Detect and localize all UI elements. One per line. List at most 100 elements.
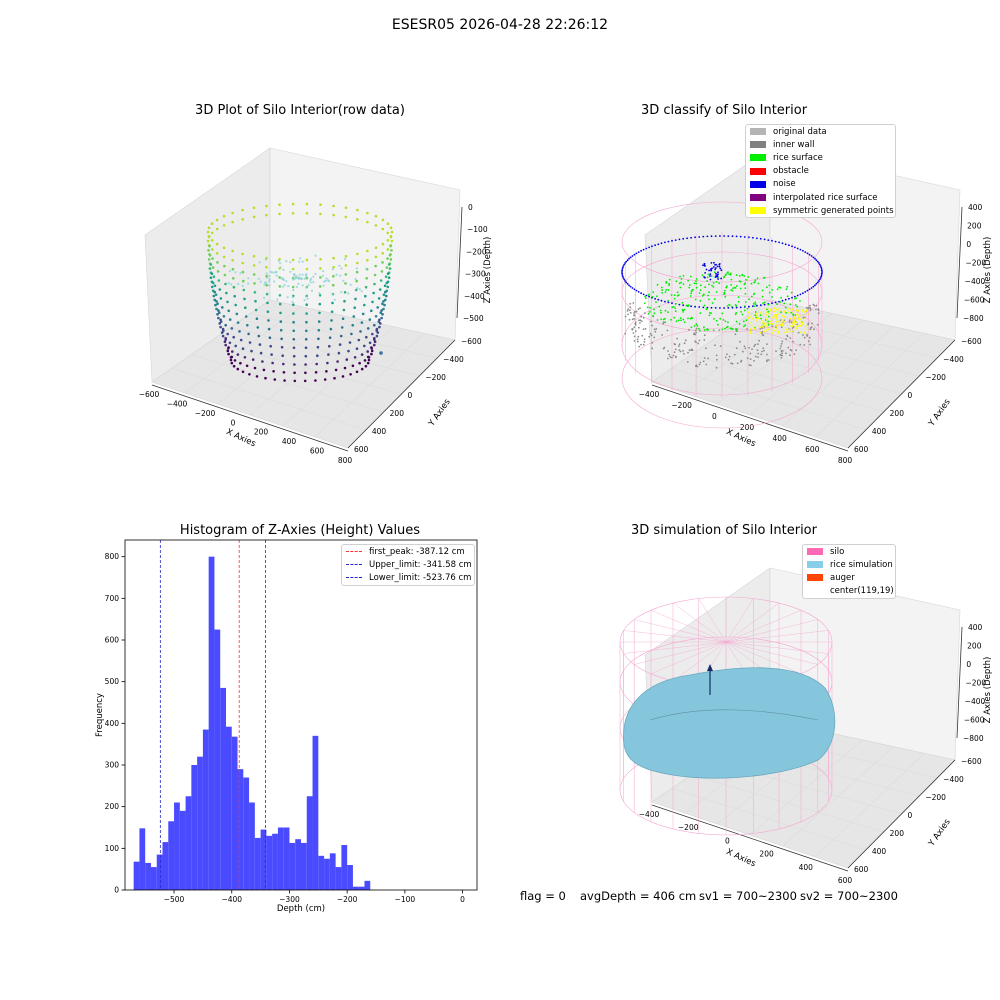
plot2-point bbox=[796, 323, 799, 326]
plot1-point bbox=[241, 218, 244, 221]
plot1-point bbox=[340, 267, 343, 270]
plot1-point bbox=[244, 315, 248, 318]
histogram-y-tick-label: 200 bbox=[105, 802, 120, 811]
plot2-point bbox=[664, 309, 667, 312]
plot2-point bbox=[749, 321, 751, 324]
plot2-point bbox=[694, 333, 697, 336]
plot1-point bbox=[266, 276, 269, 279]
plot1-point bbox=[331, 301, 334, 305]
plot2-point bbox=[627, 313, 629, 316]
plot1-point bbox=[273, 378, 277, 381]
plot1-point bbox=[297, 282, 300, 285]
legend-label: obstacle bbox=[773, 166, 809, 177]
plot1-point bbox=[259, 351, 263, 355]
plot1-point bbox=[365, 267, 368, 270]
plot1-point bbox=[319, 258, 322, 261]
plot1-point bbox=[376, 306, 380, 309]
plot2-point bbox=[674, 307, 677, 310]
plot2-point bbox=[680, 278, 683, 280]
plot1-point bbox=[291, 212, 295, 215]
plot1-point bbox=[370, 352, 373, 356]
plot1-point bbox=[319, 267, 322, 270]
plot1-point bbox=[297, 277, 300, 280]
plot1-point bbox=[227, 282, 230, 285]
plot1-point bbox=[318, 311, 321, 315]
plot2-point bbox=[809, 304, 811, 307]
plot1-x-tick-label: −600 bbox=[139, 390, 160, 399]
plot1-point bbox=[215, 227, 219, 231]
plot2-point bbox=[783, 302, 786, 305]
plot2-point bbox=[698, 327, 700, 330]
plot1-point bbox=[316, 354, 319, 358]
plot2-point bbox=[731, 328, 734, 331]
plot1-point bbox=[291, 202, 295, 206]
plot2-point bbox=[820, 268, 823, 270]
plot4-z-tick-label: 0 bbox=[966, 660, 971, 669]
plot2-point bbox=[750, 282, 753, 285]
plot2-point bbox=[808, 253, 811, 256]
plot2-x-tick-label: −200 bbox=[671, 401, 692, 410]
plot2-point bbox=[694, 340, 696, 343]
plot2-point bbox=[748, 346, 750, 349]
plot1-point bbox=[387, 276, 391, 280]
plot2-point bbox=[682, 311, 684, 313]
plot1-point bbox=[366, 327, 370, 330]
plot2-point bbox=[637, 251, 640, 254]
plot2-y-tick-label: −400 bbox=[943, 355, 964, 364]
histogram-bar bbox=[260, 829, 267, 890]
plot2-y-tick-label: 0 bbox=[908, 391, 913, 400]
plot1-point bbox=[305, 312, 308, 315]
plot1-point bbox=[280, 337, 283, 341]
plot1-point bbox=[322, 284, 325, 287]
plot2-point bbox=[715, 319, 718, 322]
histogram-x-tick-label: −100 bbox=[395, 895, 416, 904]
plot1-point bbox=[353, 306, 357, 310]
plot1-point bbox=[356, 218, 359, 221]
plot1-point bbox=[224, 343, 227, 347]
plot1-point bbox=[304, 363, 307, 366]
plot2-point bbox=[803, 344, 806, 346]
plot2-point bbox=[754, 301, 757, 304]
plot2-classified-points bbox=[621, 201, 823, 429]
plot2-point bbox=[775, 313, 778, 316]
plot2-point bbox=[799, 293, 802, 296]
plot1-point bbox=[383, 284, 387, 288]
plot2-point bbox=[714, 307, 717, 309]
plot2-point bbox=[799, 343, 802, 346]
plot1-point bbox=[237, 282, 240, 286]
plot2-point bbox=[773, 310, 776, 313]
plot1-point bbox=[228, 341, 232, 345]
histogram-x-tick-label: 0 bbox=[460, 895, 465, 904]
histogram-x-axis-label: Depth (cm) bbox=[277, 904, 325, 914]
plot1-point bbox=[258, 343, 262, 346]
plot2-point bbox=[780, 326, 783, 329]
plot4-auger-head bbox=[707, 664, 713, 671]
plot2-point bbox=[707, 357, 710, 360]
plot2-point bbox=[820, 274, 823, 276]
plot1-point bbox=[281, 354, 285, 358]
plot2-point bbox=[704, 286, 707, 289]
plot2-point bbox=[688, 349, 691, 351]
plot1-point bbox=[243, 297, 246, 301]
plot2-point bbox=[710, 268, 712, 270]
plot2-point bbox=[766, 325, 769, 328]
plot2-point bbox=[752, 317, 754, 320]
plot2-point bbox=[788, 309, 791, 312]
plot1-point bbox=[233, 294, 236, 298]
plot4-gridline bbox=[815, 753, 925, 858]
plot1-point bbox=[330, 319, 333, 322]
plot2-point bbox=[719, 345, 722, 347]
plot1-point bbox=[208, 244, 211, 248]
plot1-point bbox=[222, 255, 226, 259]
plot4-x-tick-label: 600 bbox=[838, 876, 853, 885]
plot2-point bbox=[647, 294, 650, 297]
plot2-point bbox=[703, 263, 706, 265]
plot2-point bbox=[673, 294, 676, 296]
plot2-point bbox=[627, 308, 630, 311]
plot2-point bbox=[751, 348, 753, 350]
histogram-bar bbox=[289, 842, 296, 890]
plot2-point bbox=[633, 335, 636, 338]
plot1-point bbox=[280, 277, 283, 280]
plot1-z-axis-line bbox=[456, 206, 463, 319]
histogram-x-tick-label: −400 bbox=[221, 895, 242, 904]
